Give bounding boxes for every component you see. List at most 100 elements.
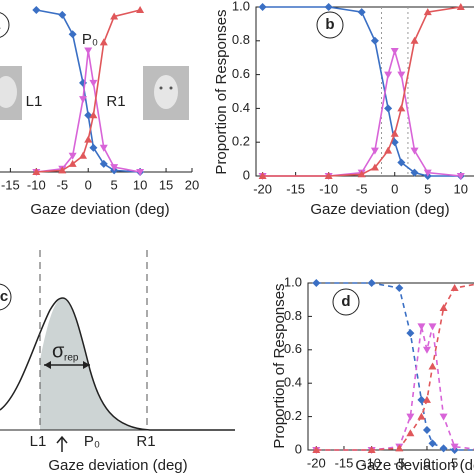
panel-label: b: [325, 16, 334, 33]
marker: [99, 159, 108, 168]
face-right: [143, 66, 189, 120]
marker: [390, 47, 399, 55]
panel-label-circle: [332, 288, 360, 316]
marker: [395, 284, 404, 293]
y-tick-label: 0.4: [284, 375, 302, 390]
marker: [384, 71, 393, 79]
y-axis-label: Proportion of Responses: [271, 283, 288, 448]
label: P₀: [84, 433, 100, 450]
marker: [439, 413, 448, 421]
y-tick-label: 0.6: [232, 66, 250, 81]
y-tick-label: 0.4: [232, 100, 250, 115]
up-arrow: [56, 435, 68, 452]
marker: [397, 71, 406, 79]
x-tick-label: -10: [319, 181, 338, 196]
marker: [456, 173, 465, 180]
y-tick-label: 0.8: [232, 32, 250, 47]
marker: [84, 135, 93, 143]
series-line: [262, 47, 461, 177]
shaded-area: [40, 298, 150, 430]
marker: [136, 6, 145, 13]
annotation: L1: [26, 93, 43, 110]
panel-c: L1 P₀ R1 Gaze deviation (deg) σ rep c: [0, 250, 235, 474]
marker: [406, 413, 415, 421]
marker: [428, 362, 437, 370]
y-tick-label: 0.6: [284, 341, 302, 356]
marker: [397, 158, 406, 167]
x-tick-label: 5: [424, 181, 431, 196]
x-tick-label: -20: [307, 455, 326, 470]
marker: [99, 38, 108, 46]
marker: [417, 412, 426, 420]
marker: [89, 111, 98, 119]
sigma: σ: [52, 340, 65, 362]
x-tick-label: -15: [335, 455, 354, 470]
panel-label-circle: [316, 11, 344, 39]
panel-label: c: [0, 288, 8, 305]
x-tick-label: 10: [133, 177, 147, 192]
panel-label-circle: [0, 283, 12, 311]
marker: [428, 439, 437, 448]
marker: [428, 323, 437, 331]
marker: [406, 329, 415, 338]
x-tick-label: 5: [111, 177, 118, 192]
marker: [439, 444, 448, 453]
x-axis-label: Gaze deviation (deg): [30, 201, 169, 218]
x-tick-label: 0: [423, 455, 430, 470]
x-axis-label: Gaze deviation (deg): [355, 457, 474, 474]
x-tick-label: 10: [454, 181, 468, 196]
marker: [397, 104, 406, 112]
x-tick-label: -10: [27, 177, 46, 192]
plot-frame: [307, 282, 474, 451]
marker: [439, 304, 448, 312]
marker: [450, 443, 459, 451]
sigma-subscript: rep: [64, 353, 79, 364]
marker: [58, 10, 67, 19]
y-tick-label: 0.2: [232, 134, 250, 149]
marker: [410, 36, 419, 44]
marker: [89, 143, 98, 152]
x-axis-label: Gaze deviation (deg): [48, 457, 187, 474]
x-tick-label: -20: [253, 181, 272, 196]
x-tick-label: 15: [159, 177, 173, 192]
marker: [258, 3, 267, 11]
marker: [324, 172, 333, 179]
marker: [390, 129, 399, 137]
marker: [68, 152, 77, 160]
marker: [32, 168, 41, 175]
marker: [89, 79, 98, 87]
marker: [422, 395, 431, 403]
x-tick-label: -5: [56, 177, 68, 192]
marker: [367, 279, 376, 287]
marker: [370, 163, 379, 171]
x-tick-label: -5: [356, 181, 368, 196]
y-tick-label: 0: [295, 441, 302, 456]
marker: [58, 166, 67, 174]
annotation: R1: [106, 93, 125, 110]
y-tick-label: 0.8: [284, 308, 302, 323]
x-axis-label: Gaze deviation (deg): [310, 201, 449, 218]
x-tick-label: 5: [451, 455, 458, 470]
marker: [357, 8, 366, 17]
panel-label: d: [341, 293, 350, 310]
marker: [110, 12, 119, 20]
x-tick-label: 0: [85, 177, 92, 192]
marker: [324, 3, 333, 11]
panel-label-circle: [0, 12, 10, 38]
marker: [384, 146, 393, 154]
plot-frame: [255, 6, 474, 177]
y-tick-label: 0.2: [284, 408, 302, 423]
y-tick-label: 1.0: [284, 274, 302, 289]
marker: [370, 36, 379, 45]
annotation: P₀: [82, 31, 98, 48]
marker: [357, 170, 366, 178]
series-line: [316, 326, 474, 451]
marker: [367, 446, 376, 453]
marker: [84, 47, 93, 55]
marker: [68, 159, 77, 167]
x-tick-label: -15: [286, 181, 305, 196]
distribution-curve: [0, 297, 235, 431]
marker: [110, 164, 119, 172]
marker: [450, 284, 459, 292]
series-line: [316, 283, 474, 451]
